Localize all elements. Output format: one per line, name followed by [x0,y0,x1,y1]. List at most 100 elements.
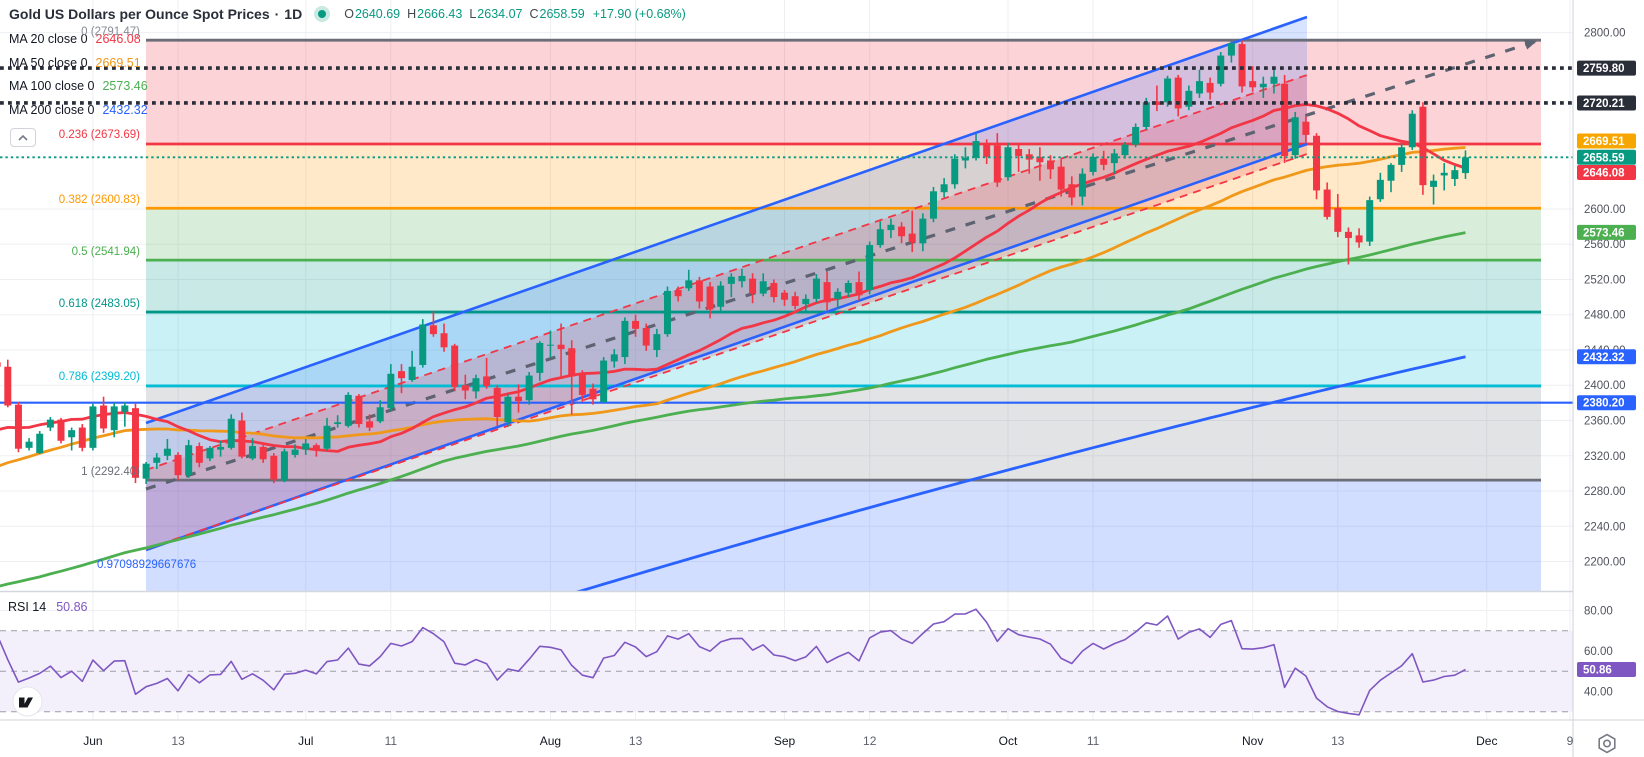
channel-upper-line[interactable] [145,15,1308,425]
candle[interactable] [1068,176,1076,206]
time-tick-label[interactable]: 13 [171,734,185,748]
candle[interactable] [14,401,22,453]
candle[interactable] [1110,149,1118,174]
candle[interactable] [972,134,980,161]
candle[interactable] [376,400,384,424]
price-axis-badge[interactable]: 2432.32 [1577,349,1636,365]
candle[interactable] [1025,149,1033,174]
candle[interactable] [1387,163,1395,193]
candle[interactable] [621,317,629,365]
candle[interactable] [78,424,86,452]
candle[interactable] [163,439,171,461]
candle[interactable] [110,402,118,438]
candle[interactable] [46,416,54,432]
candle[interactable] [472,374,480,399]
candle[interactable] [440,323,448,352]
candle[interactable] [89,403,97,451]
candle[interactable] [483,357,491,389]
candle[interactable] [302,439,310,455]
candle[interactable] [706,282,714,319]
candle[interactable] [546,330,554,358]
candle[interactable] [280,448,288,483]
candle[interactable] [993,133,1001,187]
candle[interactable] [738,268,746,288]
candle[interactable] [642,323,650,351]
candle[interactable] [557,323,565,377]
candle[interactable] [429,311,437,337]
candle[interactable] [802,294,810,313]
candle[interactable] [1302,116,1310,143]
candle[interactable] [1227,41,1235,63]
candle[interactable] [1195,69,1203,98]
candle[interactable] [600,357,608,403]
candle[interactable] [983,139,991,164]
candle[interactable] [908,210,916,253]
candle[interactable] [217,440,225,457]
candle[interactable] [323,417,331,451]
candle[interactable] [876,221,884,248]
candle[interactable] [4,359,12,408]
candle[interactable] [951,154,959,189]
candle[interactable] [57,417,65,444]
candle[interactable] [1461,150,1469,179]
candle[interactable] [1249,66,1257,92]
candle[interactable] [291,444,299,458]
candle[interactable] [100,396,108,433]
candle[interactable] [1430,174,1438,205]
candle[interactable] [1121,141,1129,159]
candle[interactable] [259,445,267,463]
candle[interactable] [227,414,235,450]
candle[interactable] [674,286,682,302]
time-tick-label[interactable]: Aug [540,734,561,748]
candle[interactable] [387,364,395,411]
candle[interactable] [195,442,203,468]
settings-gear-icon[interactable] [1598,733,1616,754]
ma-line-ma200[interactable] [550,355,1466,600]
price-axis-badge[interactable]: 50.86 [1577,662,1636,678]
candle[interactable] [855,271,863,301]
price-axis-badge[interactable]: 2380.20 [1577,395,1636,411]
candle[interactable] [536,341,544,381]
rsi-line[interactable] [0,608,1466,716]
candle[interactable] [1174,74,1182,117]
candle[interactable] [844,280,852,298]
candle[interactable] [1398,143,1406,172]
candle[interactable] [1100,150,1108,171]
candle[interactable] [834,288,842,310]
candle[interactable] [142,461,150,484]
channel-lower-line[interactable] [145,142,1308,552]
time-tick-label[interactable]: 12 [863,734,877,748]
candle[interactable] [397,364,405,394]
time-tick-label[interactable]: 13 [1331,734,1345,748]
candle[interactable] [1376,172,1384,202]
candle[interactable] [1281,74,1289,164]
time-tick-label[interactable]: 13 [629,734,643,748]
candle[interactable] [25,438,33,451]
candle[interactable] [929,186,937,223]
candle[interactable] [525,372,533,405]
tradingview-logo-icon[interactable] [12,686,43,717]
price-axis-badge[interactable]: 2669.51 [1577,133,1636,149]
price-axis-badge[interactable]: 2573.46 [1577,224,1636,240]
candle[interactable] [791,291,799,310]
candle[interactable] [961,147,969,169]
candle[interactable] [866,241,874,295]
candle[interactable] [515,384,523,413]
candle[interactable] [334,415,342,428]
candle[interactable] [1015,144,1023,172]
candle[interactable] [493,385,501,426]
candle[interactable] [0,360,1,379]
candle[interactable] [1206,77,1214,100]
candle[interactable] [1153,85,1161,112]
candle[interactable] [1132,123,1140,148]
candle[interactable] [1440,163,1448,191]
time-tick-label[interactable]: 11 [1087,734,1100,748]
candle[interactable] [749,273,757,304]
candle[interactable] [419,319,427,368]
candle[interactable] [1259,76,1267,98]
candle[interactable] [1270,68,1278,94]
candle[interactable] [1078,168,1086,206]
candle[interactable] [153,453,161,469]
time-tick-label[interactable]: 9 [1567,734,1574,748]
